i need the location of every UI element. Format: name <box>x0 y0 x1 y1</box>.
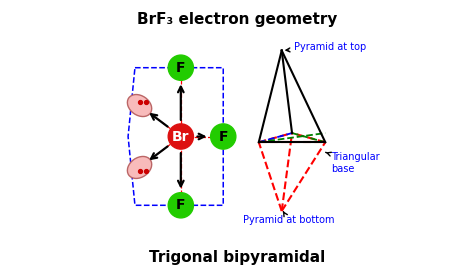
Circle shape <box>168 55 193 80</box>
Circle shape <box>168 193 193 218</box>
Text: Pyramid at bottom: Pyramid at bottom <box>243 212 334 225</box>
Text: F: F <box>219 129 228 144</box>
Text: Br: Br <box>172 129 190 144</box>
Text: Trigonal bipyramidal: Trigonal bipyramidal <box>149 251 325 265</box>
Circle shape <box>210 124 236 149</box>
Ellipse shape <box>128 156 152 179</box>
Ellipse shape <box>128 94 152 117</box>
Text: F: F <box>176 198 185 212</box>
Circle shape <box>168 124 193 149</box>
Text: F: F <box>176 61 185 75</box>
Text: Triangular
base: Triangular base <box>326 152 380 174</box>
Text: Pyramid at top: Pyramid at top <box>286 42 366 52</box>
Text: BrF₃ electron geometry: BrF₃ electron geometry <box>137 12 337 27</box>
